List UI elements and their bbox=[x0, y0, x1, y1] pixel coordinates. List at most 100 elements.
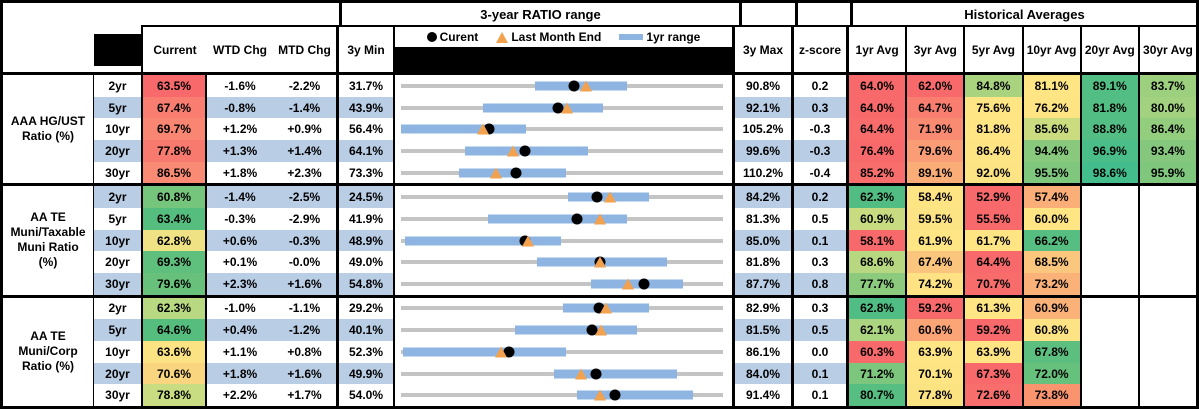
current-value: 77.8% bbox=[141, 140, 207, 162]
wtd-chg-value: -0.3% bbox=[207, 208, 273, 230]
3y-range-track bbox=[401, 127, 723, 132]
range-chart bbox=[393, 251, 735, 274]
wtd-chg-value: +1.3% bbox=[207, 140, 273, 162]
wtd-chg-value: +1.8% bbox=[207, 362, 273, 385]
30yr-avg-value: 95.9% bbox=[1137, 161, 1196, 184]
current-value: 69.3% bbox=[141, 251, 207, 274]
current-value: 62.8% bbox=[141, 229, 207, 252]
range-chart bbox=[393, 297, 735, 320]
wtd-chg-value: -1.6% bbox=[207, 75, 273, 97]
z-score-column-header: z-score bbox=[791, 27, 846, 72]
10yr-avg-value: 72.0% bbox=[1021, 362, 1080, 385]
table-row: 10yr 69.7% +1.2% +0.9% 56.4% 105.2% -0.3 64.4% 7… bbox=[94, 118, 1196, 141]
mtd-chg-value: +1.6% bbox=[273, 362, 339, 385]
range-chart bbox=[393, 384, 735, 406]
30yr-avg-value bbox=[1137, 297, 1196, 320]
z-score-value: 0.0 bbox=[791, 341, 846, 363]
3yr-avg-value: 61.9% bbox=[905, 229, 964, 252]
top-header-spacer-3ymax bbox=[739, 3, 795, 27]
3y-max-value: 81.3% bbox=[735, 208, 791, 230]
current-column-header: Current bbox=[141, 27, 207, 72]
3y-min-value: 49.9% bbox=[339, 362, 393, 385]
1yr-avg-value: 64.0% bbox=[846, 96, 906, 119]
range-track-wrap bbox=[401, 75, 723, 97]
3y-range-track bbox=[401, 195, 723, 200]
last-month-marker-triangle bbox=[476, 123, 489, 135]
range-chart bbox=[393, 208, 735, 230]
top-header-spacer-left bbox=[3, 3, 141, 27]
avg-column-header-20yr: 20yr Avg bbox=[1079, 27, 1138, 72]
1yr-avg-value: 71.2% bbox=[846, 362, 906, 385]
range-track-wrap bbox=[401, 341, 723, 363]
1yr-range-bar bbox=[487, 214, 628, 224]
5yr-avg-value: 59.2% bbox=[963, 319, 1022, 341]
mtd-chg-value: +1.6% bbox=[273, 273, 339, 295]
10yr-avg-value: 60.9% bbox=[1021, 297, 1080, 320]
avg-column-header-3yr: 3yr Avg bbox=[905, 27, 963, 72]
current-value: 62.3% bbox=[141, 297, 207, 320]
tenor-label: 20yr bbox=[94, 140, 141, 162]
5yr-avg-value: 84.8% bbox=[963, 75, 1022, 97]
3y-min-value: 41.9% bbox=[339, 208, 393, 230]
10yr-avg-value: 67.8% bbox=[1021, 341, 1080, 363]
range-chart bbox=[393, 161, 735, 184]
3y-max-value: 110.2% bbox=[735, 161, 791, 184]
current-marker-dot bbox=[568, 80, 580, 92]
range-chart bbox=[393, 96, 735, 119]
mtd-chg-column-header: MTD Chg bbox=[273, 27, 339, 72]
1yr-range-bar bbox=[402, 347, 566, 357]
z-score-value: 0.2 bbox=[791, 75, 846, 97]
last-month-marker-triangle bbox=[575, 368, 588, 379]
range-chart bbox=[393, 140, 735, 162]
column-header-row: Current WTD Chg MTD Chg 3y Min Curent La… bbox=[3, 27, 1196, 75]
current-value: 63.4% bbox=[141, 208, 207, 230]
3y-min-value: 54.8% bbox=[339, 273, 393, 295]
20yr-avg-value bbox=[1079, 319, 1138, 341]
range-section-title: 3-year RATIO range bbox=[339, 3, 739, 27]
current-value: 64.6% bbox=[141, 319, 207, 341]
current-marker-dot bbox=[503, 346, 515, 358]
1yr-avg-value: 85.2% bbox=[846, 161, 906, 184]
3yr-avg-value: 74.2% bbox=[905, 273, 964, 295]
range-chart bbox=[393, 75, 735, 97]
3y-max-value: 105.2% bbox=[735, 118, 791, 141]
wtd-chg-value: -0.8% bbox=[207, 96, 273, 119]
5yr-avg-value: 92.0% bbox=[963, 161, 1022, 184]
3y-min-value: 52.3% bbox=[339, 341, 393, 363]
mtd-chg-value: -1.2% bbox=[273, 319, 339, 341]
1yr-avg-value: 80.7% bbox=[846, 384, 906, 406]
1yr-avg-value: 62.8% bbox=[846, 297, 906, 320]
3y-min-value: 64.1% bbox=[339, 140, 393, 162]
20yr-avg-value bbox=[1079, 208, 1138, 230]
current-marker-dot bbox=[638, 278, 650, 290]
3yr-avg-value: 60.6% bbox=[905, 319, 964, 341]
5yr-avg-value: 61.7% bbox=[963, 229, 1022, 252]
3yr-avg-value: 79.6% bbox=[905, 140, 964, 162]
range-chart bbox=[393, 118, 735, 141]
ratio-group: AA TE Muni/Corp Ratio (%) 2yr 62.3% -1.0% -1… bbox=[3, 297, 1196, 406]
wtd-chg-value: +2.3% bbox=[207, 273, 273, 295]
mtd-chg-value: +1.4% bbox=[273, 140, 339, 162]
ratio-group: AAA HG/UST Ratio (%) 2yr 63.5% -1.6% -2.2% 31… bbox=[3, 75, 1196, 187]
tenor-label: 20yr bbox=[94, 251, 141, 274]
tenor-label: 10yr bbox=[94, 341, 141, 363]
current-marker-dot bbox=[593, 302, 605, 314]
30yr-avg-value: 93.4% bbox=[1137, 140, 1196, 162]
top-header-row: 3-year RATIO range Historical Averages bbox=[3, 3, 1196, 27]
last-month-marker-triangle bbox=[600, 302, 613, 314]
table-row: 2yr 60.8% -1.4% -2.5% 24.5% 84.2% 0.2 62.3% 58.4… bbox=[94, 186, 1196, 208]
10yr-avg-value: 95.5% bbox=[1021, 161, 1080, 184]
top-header-spacer-zscore bbox=[795, 3, 850, 27]
mtd-chg-value: -0.0% bbox=[273, 251, 339, 274]
wtd-chg-column-header: WTD Chg bbox=[213, 42, 267, 57]
20yr-avg-value bbox=[1079, 273, 1138, 295]
last-month-marker-triangle bbox=[593, 389, 606, 401]
3y-min-value: 40.1% bbox=[339, 319, 393, 341]
mtd-chg-value: +1.7% bbox=[273, 384, 339, 406]
group-rows: 2yr 63.5% -1.6% -2.2% 31.7% 90.8% 0.2 64.0% 62.0… bbox=[94, 75, 1196, 184]
20yr-avg-value: 96.9% bbox=[1079, 140, 1138, 162]
mtd-chg-value: -1.4% bbox=[273, 96, 339, 119]
current-marker-dot bbox=[519, 145, 531, 157]
current-value: 70.6% bbox=[141, 362, 207, 385]
